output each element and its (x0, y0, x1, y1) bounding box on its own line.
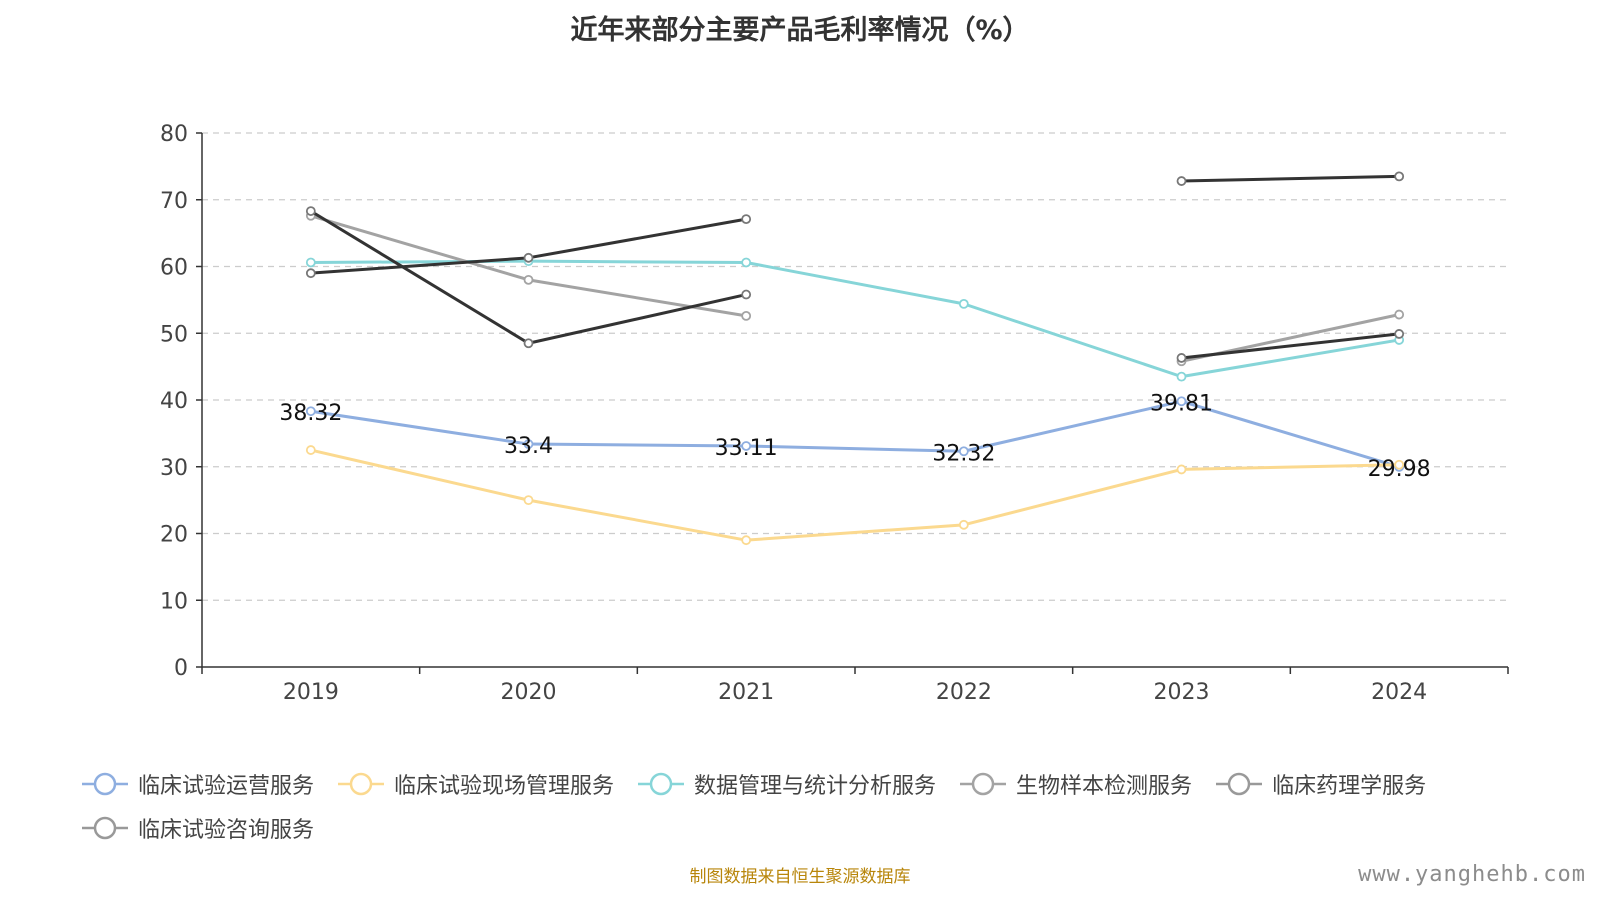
grid-lines (202, 132, 1508, 601)
data-source-note: 制图数据来自恒生聚源数据库 (689, 867, 911, 887)
x-tick-label: 2020 (501, 680, 557, 705)
data-label: 39.81 (1150, 391, 1213, 416)
data-point (1394, 329, 1405, 339)
data-point (305, 206, 316, 216)
y-tick-label: 20 (160, 523, 188, 548)
circle-line-icon (1216, 772, 1263, 796)
legend-item-3[interactable]: 数据管理与统计分析服务 (636, 762, 936, 806)
y-tick-label: 50 (160, 322, 188, 347)
series-5 (305, 214, 1405, 363)
legend-item-5[interactable]: 临床药理学服务 (1214, 762, 1426, 806)
data-point (1176, 371, 1187, 382)
legend-label: 临床试验运营服务 (138, 774, 315, 799)
series-line (310, 448, 1400, 542)
data-point (305, 257, 316, 268)
series-6 (305, 171, 1405, 349)
data-point (1176, 176, 1187, 186)
data-point (741, 441, 752, 451)
data-label: 29.98 (1368, 457, 1431, 482)
x-tick-label: 2023 (1154, 680, 1210, 705)
watermark: www.yanghehb.com (1358, 862, 1586, 887)
x-tick-label: 2022 (936, 680, 992, 705)
series-1 (305, 396, 1405, 472)
axes: 0 10 20 30 40 50 60 70 80 2019 2020 2021 2022 2023 202… (160, 122, 1509, 705)
data-point (958, 519, 969, 530)
legend-marker (93, 816, 117, 840)
series-2 (305, 445, 1405, 546)
data-point (1176, 353, 1187, 363)
y-tick-label: 40 (160, 389, 188, 414)
data-label: 32.32 (932, 441, 995, 466)
data-label: 33.11 (715, 436, 778, 461)
series-lines (305, 171, 1405, 546)
data-point (958, 446, 969, 457)
data-point (305, 406, 316, 417)
circle-line-icon (638, 772, 685, 796)
legend-marker (93, 772, 117, 796)
legend-item-4[interactable]: 生物样本检测服务 (958, 762, 1192, 806)
data-point (305, 268, 316, 279)
legend-item-2[interactable]: 临床试验现场管理服务 (336, 762, 614, 806)
legend-label: 数据管理与统计分析服务 (694, 774, 937, 799)
series-4 (305, 210, 1405, 367)
data-point (305, 445, 316, 455)
circle-line-icon (82, 772, 128, 796)
data-label: 33.4 (504, 434, 553, 459)
legend-label: 临床试验咨询服务 (138, 818, 315, 843)
data-point (1176, 464, 1187, 475)
legend-item-6[interactable]: 临床试验咨询服务 (80, 806, 314, 850)
data-point (523, 338, 534, 349)
series-line (310, 259, 1400, 379)
y-tick-label: 10 (160, 589, 188, 614)
legend-label: 临床药理学服务 (1272, 774, 1427, 799)
legend-marker (349, 772, 373, 796)
legend-label: 生物样本检测服务 (1016, 774, 1193, 799)
circle-line-icon (960, 772, 1007, 796)
data-point (741, 310, 752, 321)
data-point (741, 257, 752, 268)
chart-title: 近年来部分主要产品毛利率情况（%） (570, 15, 1030, 46)
series-line (1181, 332, 1400, 360)
series-line (1181, 174, 1400, 183)
data-point (958, 298, 969, 309)
series-line (310, 399, 1400, 469)
data-point (523, 274, 534, 285)
series-3 (305, 256, 1405, 382)
data-point (523, 439, 534, 449)
data-point (1176, 396, 1187, 407)
y-tick-label: 60 (160, 256, 188, 281)
y-tick-label: 30 (160, 456, 188, 481)
legend-marker (649, 772, 673, 796)
legend-marker (1227, 772, 1251, 796)
y-tick-label: 70 (160, 189, 188, 214)
data-point (741, 289, 752, 300)
legend: 临床试验运营服务 临床试验现场管理服务 数据管理与统计分析服务 生物样本检测服务 临床药… (80, 762, 1560, 850)
legend-marker (971, 772, 995, 796)
data-point (741, 214, 752, 225)
x-tick-label: 2024 (1371, 680, 1427, 705)
circle-line-icon (338, 772, 385, 796)
data-point (523, 495, 534, 506)
x-tick-label: 2019 (283, 680, 339, 705)
data-point (741, 535, 752, 546)
circle-line-icon (82, 816, 128, 840)
line-chart: 0 10 20 30 40 50 60 70 80 2019 2020 2021 2022 2023 202… (160, 122, 1509, 705)
data-label: 38.32 (279, 401, 342, 426)
y-tick-label: 80 (160, 122, 188, 147)
data-point (1394, 459, 1405, 470)
legend-item-1[interactable]: 临床试验运营服务 (80, 762, 314, 806)
y-tick-label: 0 (174, 656, 188, 681)
x-tick-label: 2021 (718, 680, 774, 705)
legend-label: 临床试验现场管理服务 (394, 774, 615, 799)
data-point (523, 252, 534, 263)
data-point (1394, 309, 1405, 320)
data-labels: 38.32 33.4 33.11 32.32 39.81 29.98 (279, 391, 1430, 482)
data-point (1394, 171, 1405, 182)
